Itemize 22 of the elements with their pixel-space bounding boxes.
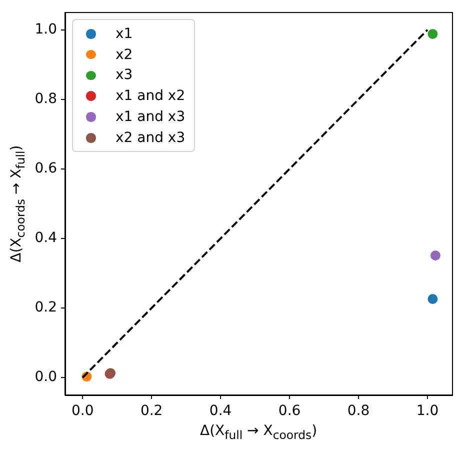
legend-label: x3 [116, 67, 133, 84]
y-tick-label: 0.8 [34, 90, 57, 107]
legend-label: x1 and x2 [116, 88, 186, 104]
x-tick-label: 1.0 [416, 403, 439, 420]
x-tick-label: 0.6 [278, 403, 301, 420]
y-tick-label: 1.0 [34, 21, 57, 38]
y-tick-label: 0.6 [34, 160, 58, 177]
y-tick-label: 0.4 [34, 230, 58, 246]
y-tick-label: 0.2 [34, 300, 57, 316]
point [430, 250, 440, 261]
x-tick-label: 0.2 [140, 403, 163, 420]
y-tick-label: 0.0 [34, 369, 57, 386]
legend-label: x1 [116, 26, 133, 42]
x-tick-label: 0.4 [209, 403, 232, 420]
legend-label: x1 and x3 [116, 108, 186, 125]
legend-label: x2 and x3 [116, 130, 186, 146]
point [428, 294, 438, 304]
x-tick-label: 0.0 [71, 403, 94, 420]
x-tick-label: 0.8 [347, 403, 370, 420]
legend-label: x2 [116, 46, 133, 63]
x-axis-title: Δ(X$_{full}$ → X$_{coords}$) [200, 423, 318, 442]
point [428, 28, 438, 39]
